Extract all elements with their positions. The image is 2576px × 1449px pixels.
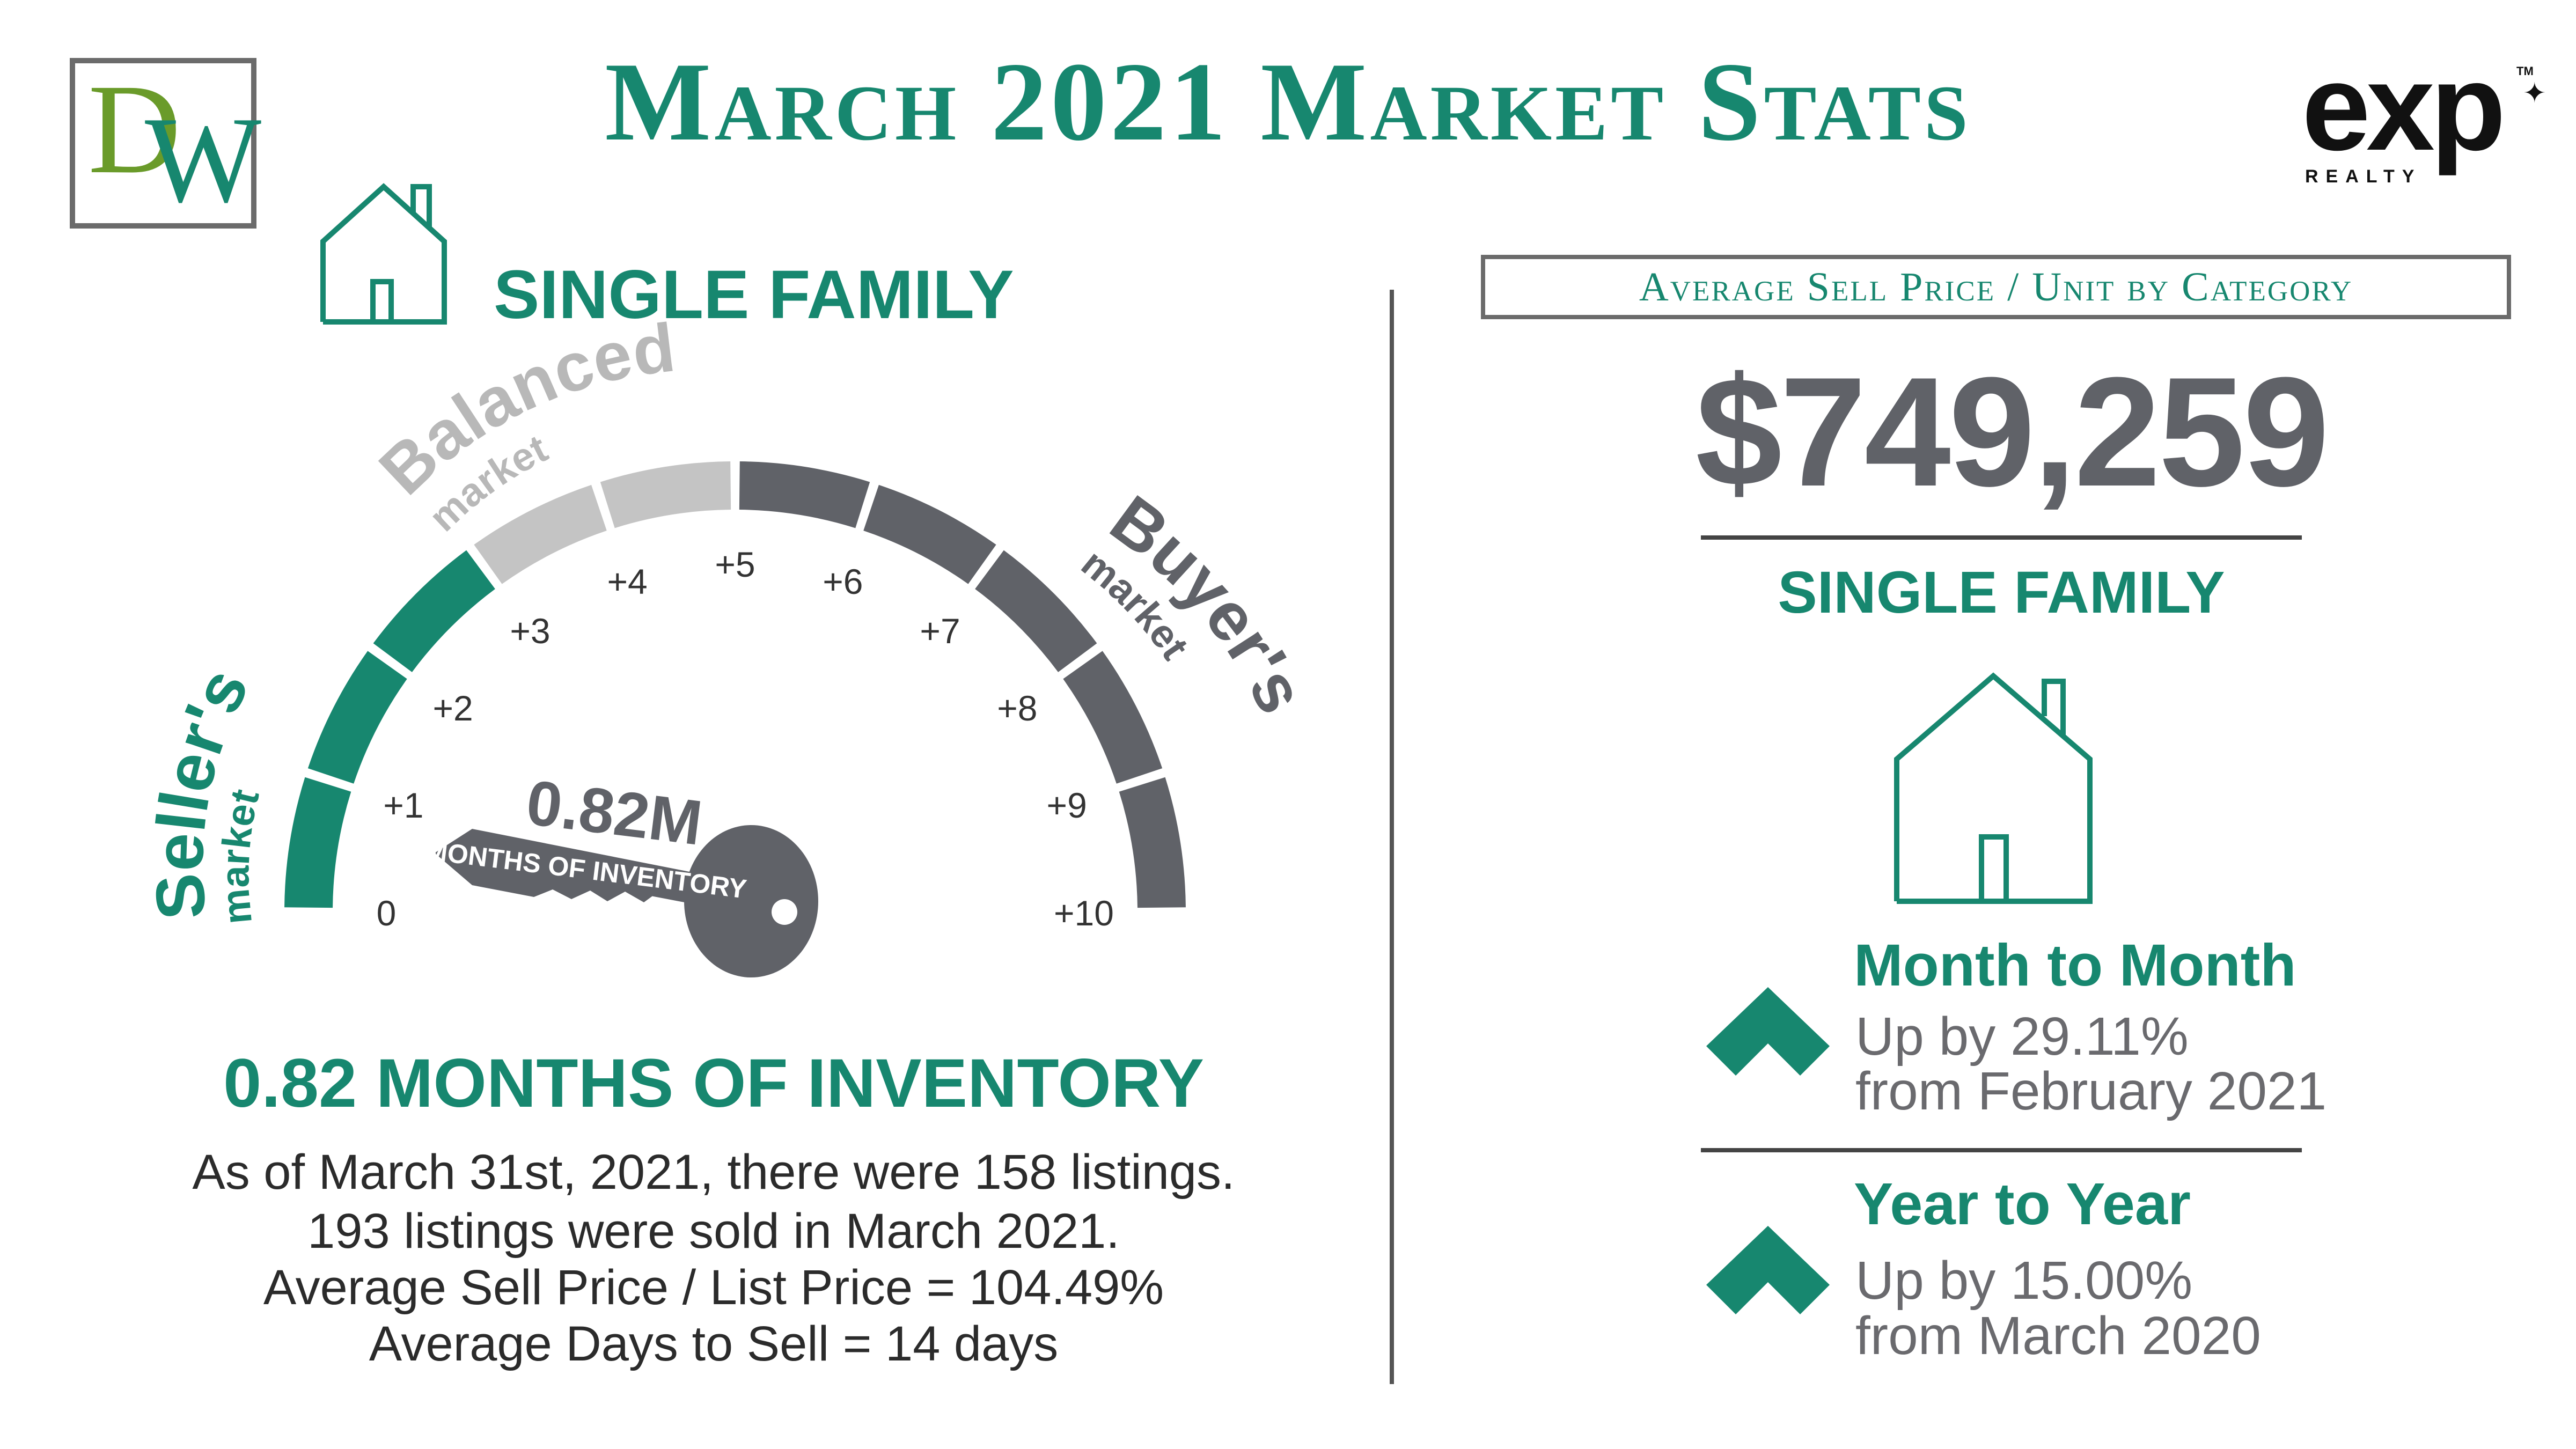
dw-logo-letter-w: W [145, 91, 262, 228]
key-icon [435, 825, 818, 977]
dw-logo: D W [70, 57, 261, 229]
gauge-segment [373, 550, 495, 672]
gauge-tick-label: +2 [433, 688, 473, 728]
maple-leaf-icon: ✦ [2523, 78, 2546, 109]
gauge-tick-label: +3 [510, 611, 550, 651]
gauge-tick-label: +4 [607, 562, 648, 601]
page-title: March 2021 Market Stats [605, 40, 1971, 164]
arrow-up-icon [1706, 1226, 1830, 1314]
gauge-segment [284, 777, 351, 908]
month-to-month-title: Month to Month [1854, 932, 2296, 998]
gauge-segment [474, 484, 607, 584]
exp-realty-logo: exp REALTY TM ✦ [2302, 43, 2554, 187]
gauge-tick-label: +9 [1047, 785, 1087, 825]
average-price: $749,259 [1696, 345, 2330, 519]
inventory-line-ratio: Average Sell Price / List Price = 104.49… [263, 1260, 1164, 1315]
inventory-line-listings: As of March 31st, 2021, there were 158 l… [192, 1145, 1235, 1200]
year-to-year-change: Up by 15.00% [1855, 1251, 2193, 1311]
exp-wordmark: exp [2302, 38, 2506, 176]
gauge-segment [863, 484, 996, 584]
gauge-tick-label: +6 [823, 562, 863, 601]
gauge-segment [739, 461, 870, 528]
stat-divider [1701, 1148, 2302, 1152]
house-icon-large [1894, 672, 2093, 904]
category-label-box: Average Sell Price / Unit by Category [1481, 255, 2511, 319]
seller-zone-sub: market [212, 785, 267, 926]
arrow-up-icon [1706, 987, 1830, 1076]
month-to-month-period: from February 2021 [1855, 1061, 2327, 1121]
price-divider [1701, 535, 2302, 540]
dw-logo-letter-d: D [88, 57, 181, 200]
gauge-segment [307, 651, 407, 784]
gauge-tick-label: +10 [1054, 893, 1114, 933]
gauge-tick-label: +7 [920, 611, 960, 651]
gauge-heading: SINGLE FAMILY [494, 256, 1014, 333]
inventory-gauge: 0+1+2+3+4 +5 +6+7+8+9+10 Seller's market B… [141, 309, 1320, 977]
gauge-segment [1119, 777, 1186, 908]
gauge-tick-label: +8 [997, 688, 1037, 728]
panel-divider [1390, 290, 1394, 1384]
month-to-month-change: Up by 29.11% [1855, 1006, 2189, 1066]
gauge-tick-label: +5 [715, 545, 755, 584]
key-label: MONTHS OF INVENTORY [423, 835, 748, 904]
exp-realty-subtext: REALTY [2305, 166, 2422, 187]
year-to-year-period: from March 2020 [1855, 1306, 2261, 1366]
house-icon [320, 183, 447, 325]
gauge-segment [1063, 651, 1163, 784]
inventory-heading: 0.82 MONTHS OF INVENTORY [223, 1045, 1204, 1122]
inventory-line-sold: 193 listings were sold in March 2021. [307, 1204, 1120, 1259]
exp-trademark: TM [2516, 64, 2534, 78]
year-to-year-title: Year to Year [1854, 1171, 2191, 1237]
gauge-segment [975, 550, 1097, 672]
gauge-tick-label: +1 [383, 785, 423, 825]
price-category: SINGLE FAMILY [1778, 560, 2225, 626]
gauge-tick-label: 0 [377, 893, 397, 933]
inventory-line-days: Average Days to Sell = 14 days [369, 1316, 1059, 1371]
gauge-segment [600, 461, 731, 528]
